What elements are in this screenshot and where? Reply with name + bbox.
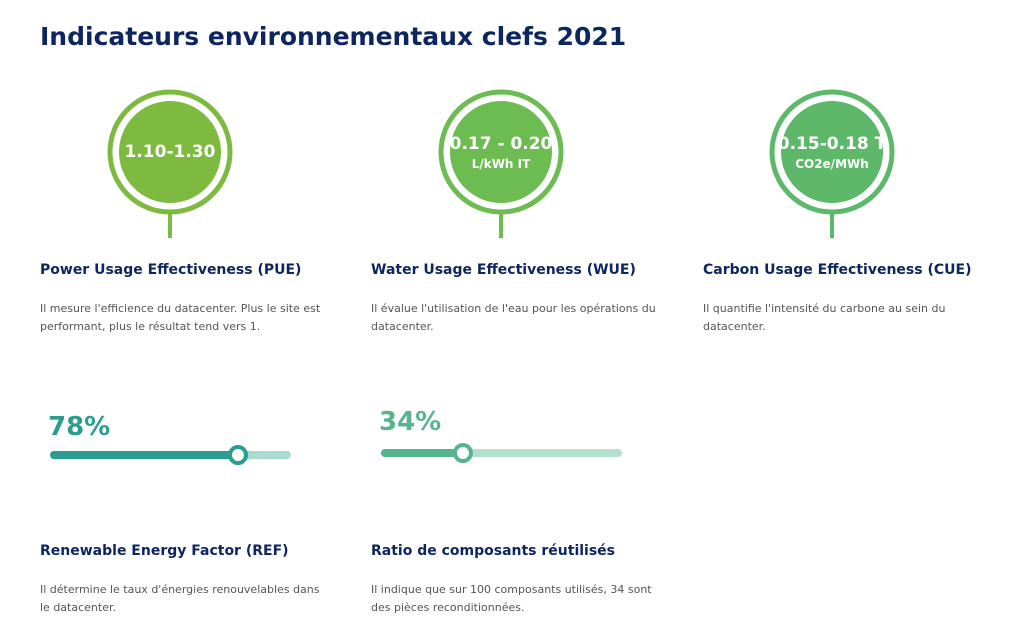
- indicator-description: Il quantifie l'intensité du carbone au s…: [703, 302, 946, 333]
- gauge-description: Il détermine le taux d'énergies renouvel…: [40, 583, 320, 614]
- indicator-value: 0.15-0.18 T: [777, 134, 887, 154]
- gauge-label: 34%: [379, 407, 442, 437]
- gauge-description: Il indique que sur 100 composants utilis…: [371, 583, 652, 614]
- gauge-fill: [50, 451, 238, 459]
- gauge-name: Renewable Energy Factor (REF): [40, 543, 289, 559]
- indicator-name: Carbon Usage Effectiveness (CUE): [703, 262, 972, 278]
- title: Indicateurs environnementaux clefs 2021: [40, 22, 627, 51]
- indicator-unit: L/kWh IT: [471, 157, 531, 171]
- indicator-name: Water Usage Effectiveness (WUE): [371, 262, 636, 278]
- wue-badge: [438, 89, 564, 238]
- cue-badge: [769, 89, 895, 238]
- gauge-label: 78%: [48, 412, 111, 442]
- gauge-knob: [227, 445, 248, 465]
- indicator-name: Power Usage Effectiveness (PUE): [40, 262, 302, 278]
- gauge-name: Ratio de composants réutilisés: [371, 543, 616, 559]
- gauge-fill: [381, 449, 463, 457]
- indicator-value: 1.10-1.30: [124, 142, 216, 162]
- gauge-knob: [452, 443, 473, 463]
- indicator-description: Il mesure l'efficience du datacenter. Pl…: [40, 302, 321, 333]
- indicator-unit: CO2e/MWh: [795, 157, 869, 171]
- indicator-value: 0.17 - 0.20: [449, 134, 553, 154]
- pue-badge: [107, 89, 233, 238]
- indicator-description: Il évalue l'utilisation de l'eau pour le…: [371, 302, 656, 333]
